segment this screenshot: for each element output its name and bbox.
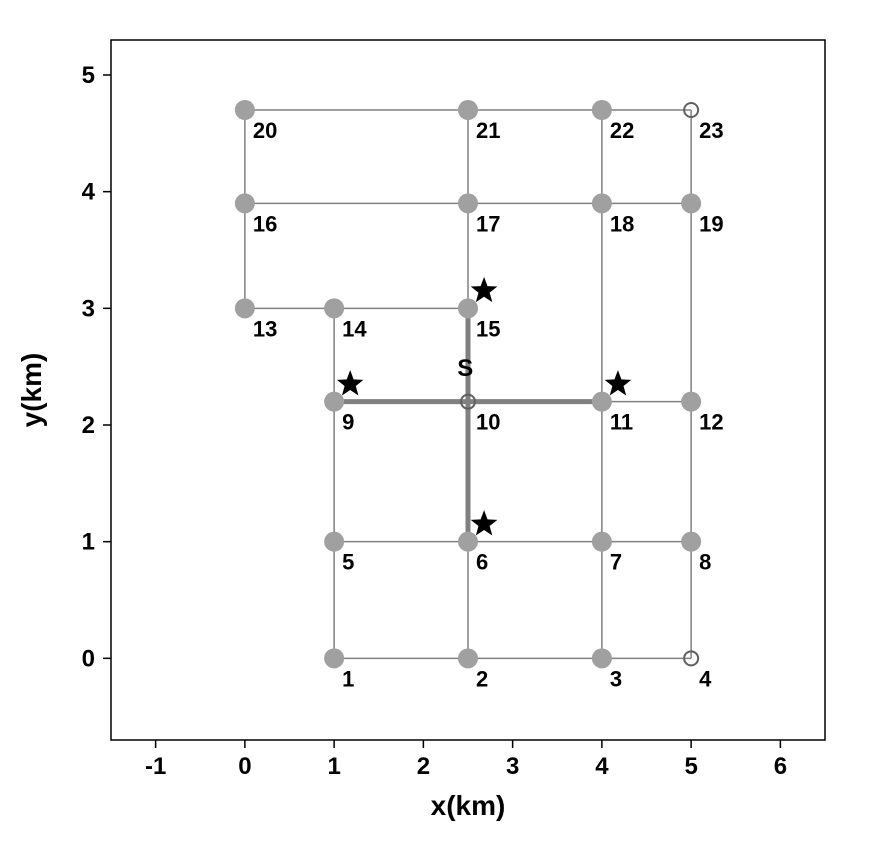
node-11 [592, 392, 612, 412]
node-7 [592, 532, 612, 552]
node-2 [458, 648, 478, 668]
svg-text:5: 5 [82, 62, 95, 89]
node-label-17: 17 [476, 211, 500, 236]
node-label-23: 23 [699, 118, 723, 143]
svg-text:0: 0 [238, 753, 251, 780]
node-label-22: 22 [610, 118, 634, 143]
svg-text:3: 3 [82, 295, 95, 322]
scatter-network-chart: -10123456012345x(km)y(km)123456789101112… [0, 0, 877, 843]
svg-text:2: 2 [82, 412, 95, 439]
node-6 [458, 532, 478, 552]
svg-text:3: 3 [506, 753, 519, 780]
svg-text:6: 6 [774, 753, 787, 780]
node-label-19: 19 [699, 211, 723, 236]
node-label-2: 2 [476, 666, 488, 691]
svg-text:1: 1 [327, 753, 340, 780]
y-axis-label: y(km) [16, 353, 47, 428]
node-22 [592, 100, 612, 120]
node-13 [235, 298, 255, 318]
node-8 [681, 532, 701, 552]
annotation-1: S [457, 355, 473, 382]
node-label-20: 20 [253, 118, 277, 143]
node-label-6: 6 [476, 550, 488, 575]
node-label-1: 1 [342, 666, 354, 691]
node-label-11: 11 [610, 410, 633, 435]
node-label-4: 4 [699, 666, 712, 691]
svg-text:1: 1 [82, 529, 95, 556]
node-1 [324, 648, 344, 668]
svg-text:5: 5 [684, 753, 697, 780]
node-20 [235, 100, 255, 120]
node-label-15: 15 [476, 316, 500, 341]
node-16 [235, 193, 255, 213]
node-14 [324, 298, 344, 318]
node-12 [681, 392, 701, 412]
node-label-7: 7 [610, 550, 622, 575]
node-label-8: 8 [699, 550, 711, 575]
node-label-3: 3 [610, 666, 622, 691]
node-19 [681, 193, 701, 213]
node-15 [458, 298, 478, 318]
node-label-13: 13 [253, 316, 277, 341]
node-3 [592, 648, 612, 668]
svg-text:-1: -1 [145, 753, 166, 780]
node-label-12: 12 [699, 410, 723, 435]
chart-container: -10123456012345x(km)y(km)123456789101112… [0, 0, 877, 843]
svg-text:2: 2 [417, 753, 430, 780]
svg-text:0: 0 [82, 645, 95, 672]
node-21 [458, 100, 478, 120]
node-label-18: 18 [610, 211, 634, 236]
x-axis-label: x(km) [431, 790, 506, 821]
node-label-14: 14 [342, 316, 367, 341]
node-label-16: 16 [253, 211, 277, 236]
svg-text:4: 4 [82, 179, 96, 206]
node-label-21: 21 [476, 118, 500, 143]
node-label-9: 9 [342, 410, 354, 435]
node-17 [458, 193, 478, 213]
node-5 [324, 532, 344, 552]
svg-text:4: 4 [595, 753, 609, 780]
node-18 [592, 193, 612, 213]
node-9 [324, 392, 344, 412]
node-label-5: 5 [342, 550, 354, 575]
node-label-10: 10 [476, 410, 500, 435]
